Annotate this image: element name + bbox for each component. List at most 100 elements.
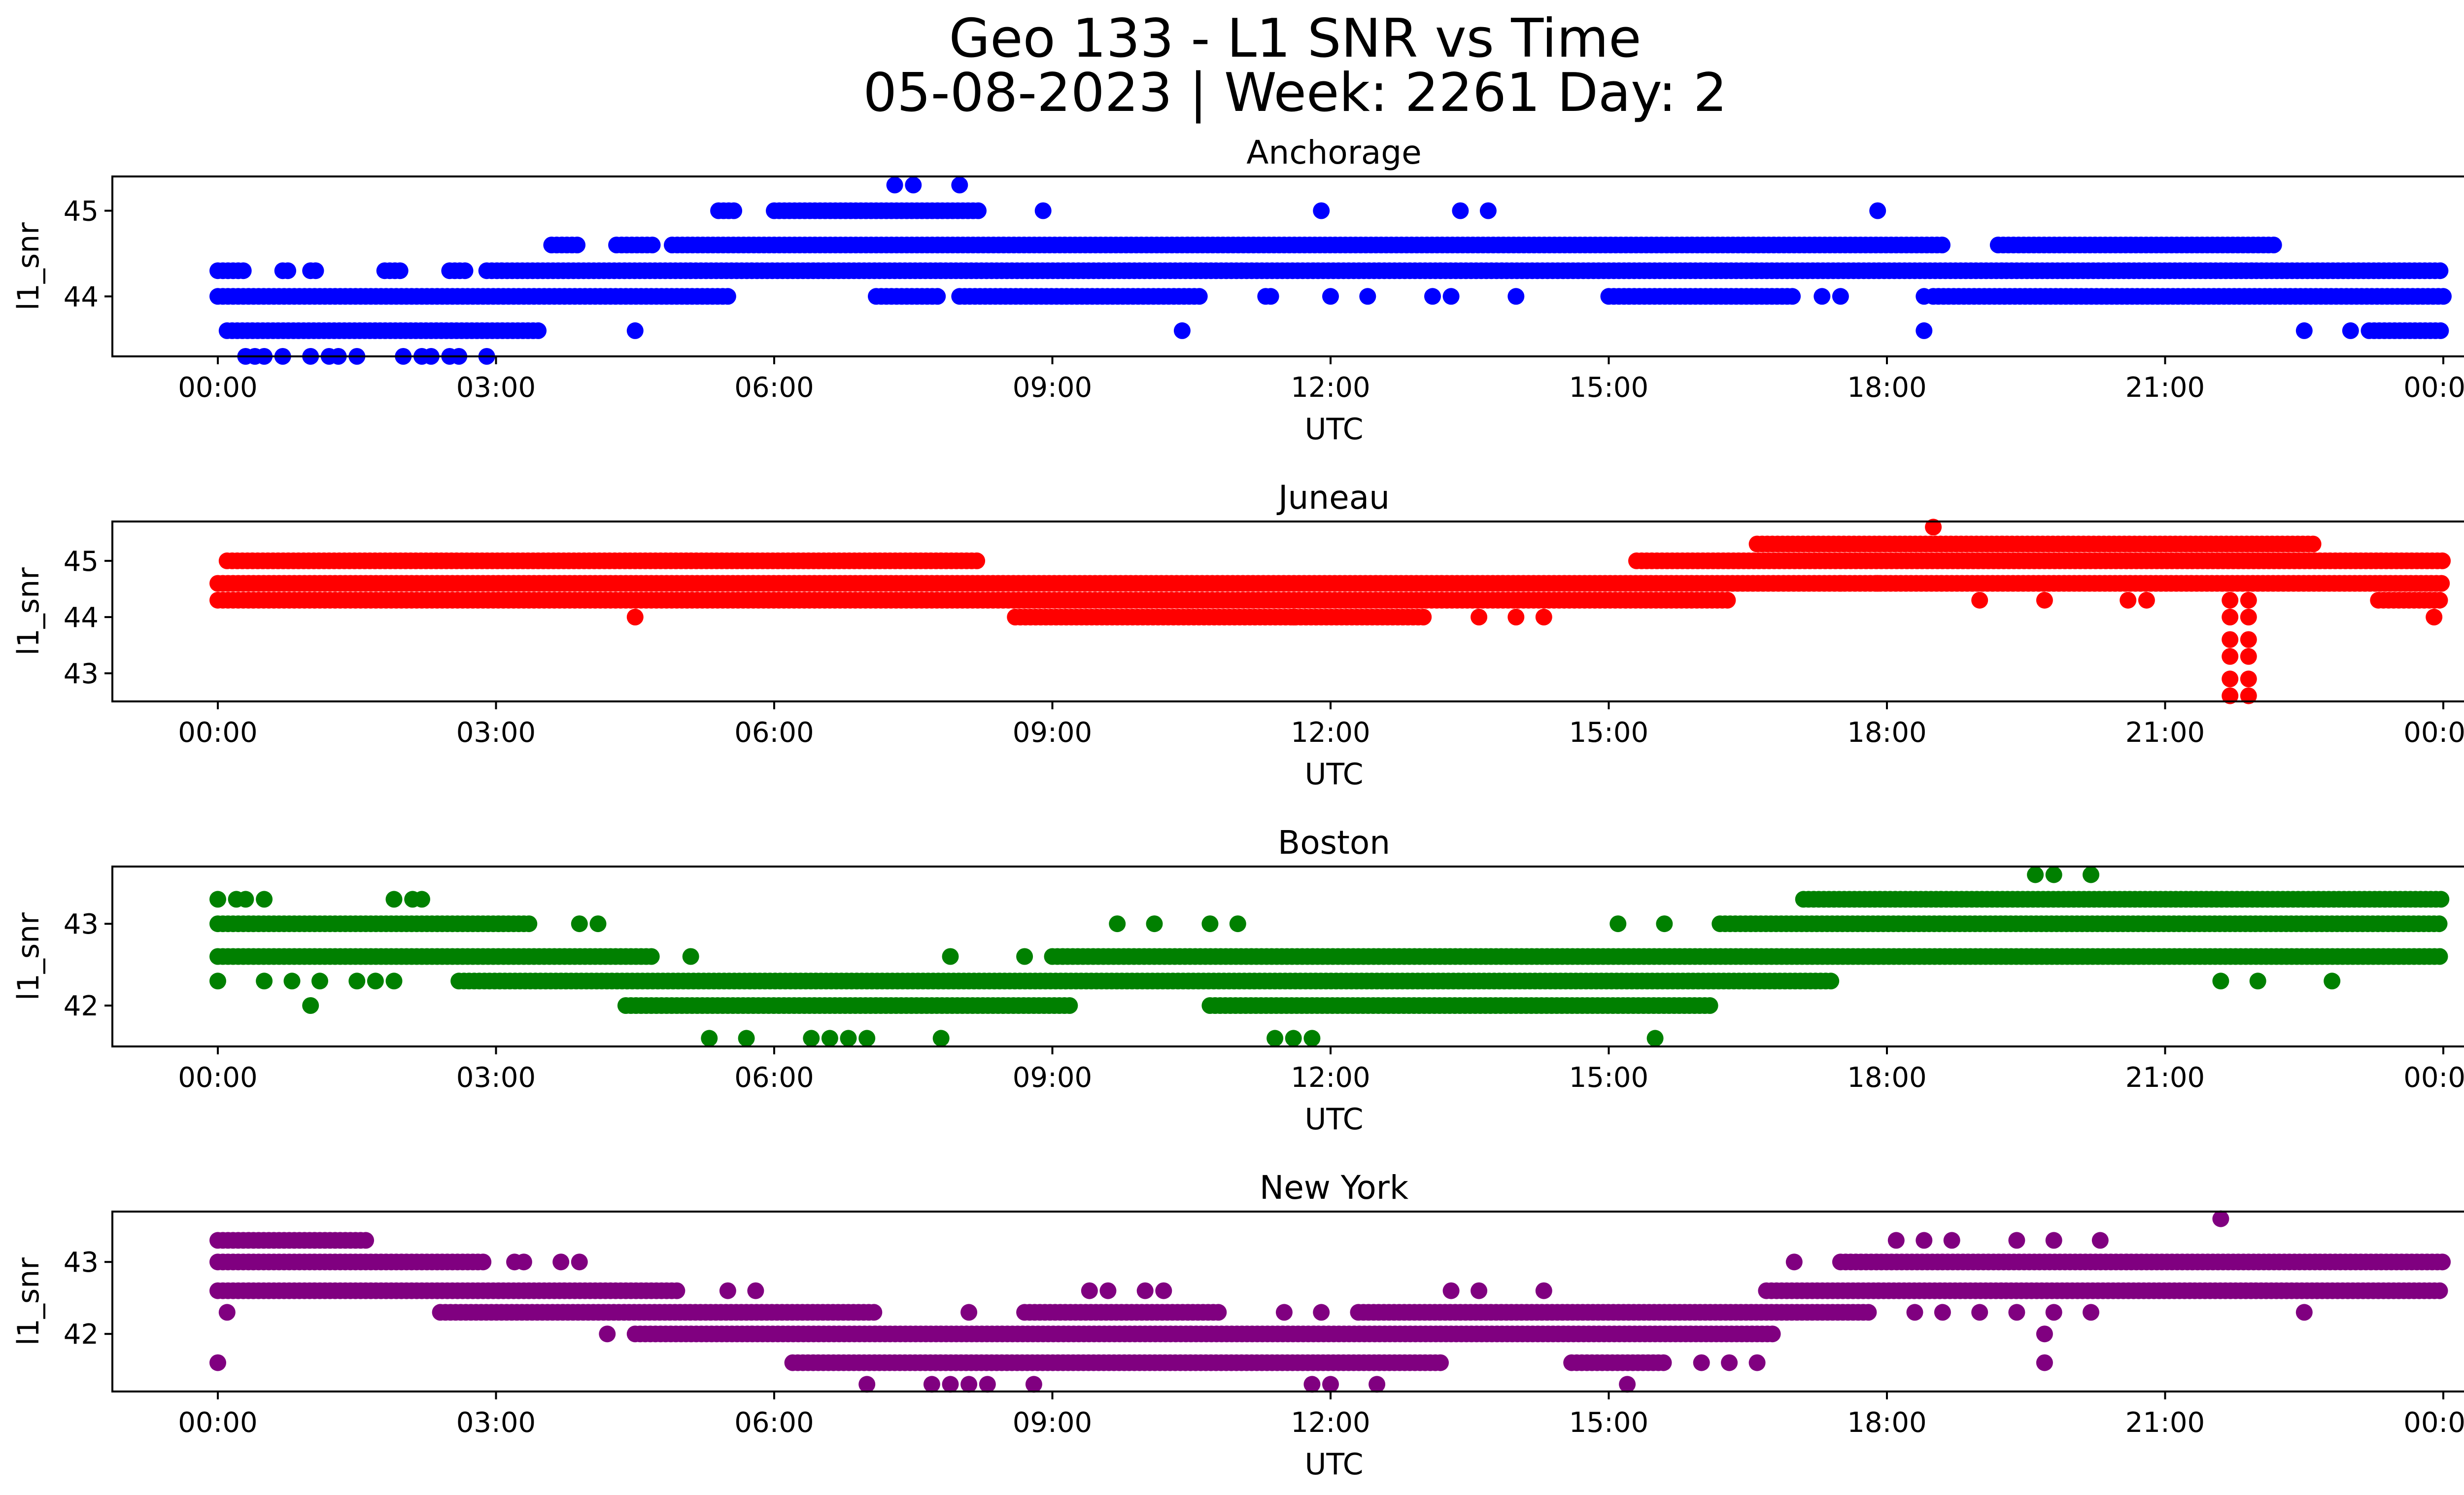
scatter-point [1693, 1354, 1710, 1371]
scatter-points [209, 519, 2451, 704]
scatter-point [1535, 1282, 1552, 1299]
scatter-point [2222, 648, 2239, 665]
scatter-point [2222, 687, 2239, 704]
scatter-point [644, 237, 661, 253]
scatter-point [2212, 1210, 2229, 1227]
scatter-point [725, 202, 743, 219]
scatter-point [1262, 288, 1279, 305]
scatter-point [1655, 1354, 1672, 1371]
scatter-point [2240, 670, 2257, 688]
y-tick-label: 42 [64, 990, 99, 1022]
scatter-point [2240, 631, 2257, 648]
x-tick-label: 12:00 [1291, 1062, 1370, 1094]
scatter-point [1424, 288, 1441, 305]
scatter-point [1916, 288, 1933, 305]
scatter-point [747, 1282, 764, 1299]
x-tick-label: 00:00 [178, 1062, 257, 1094]
scatter-point [256, 973, 273, 990]
scatter-point [2212, 973, 2229, 990]
scatter-point [1471, 1282, 1488, 1299]
scatter-point [1109, 915, 1126, 933]
scatter-point [701, 1030, 718, 1047]
scatter-point [357, 1232, 375, 1249]
scatter-point [530, 322, 547, 339]
x-tick-label: 03:00 [456, 717, 536, 749]
subplot-title: Boston [1278, 824, 1390, 862]
scatter-point [1322, 288, 1339, 305]
scatter-point [1785, 1253, 1803, 1271]
scatter-point [1191, 288, 1208, 305]
scatter-point [1869, 575, 1886, 592]
scatter-point [1507, 288, 1525, 305]
y-axis-label: l1_snr [11, 1257, 46, 1346]
scatter-point [2240, 591, 2257, 609]
scatter-point [1925, 519, 1942, 536]
x-tick-label: 06:00 [734, 1407, 814, 1439]
scatter-point [1210, 1304, 1227, 1321]
scatter-point [552, 1253, 570, 1271]
x-tick-label: 18:00 [1847, 1062, 1926, 1094]
scatter-point [1656, 915, 1673, 933]
scatter-point [1535, 608, 1552, 626]
scatter-point [209, 973, 226, 990]
scatter-point [626, 322, 644, 339]
x-tick-label: 18:00 [1847, 717, 1926, 749]
x-tick-label: 03:00 [456, 1407, 536, 1439]
scatter-point [865, 1304, 883, 1321]
x-tick-label: 00:00 [2403, 372, 2464, 404]
scatter-point [1471, 608, 1488, 626]
scatter-point [1479, 202, 1497, 219]
scatter-point [599, 1325, 616, 1343]
x-tick-label: 21:00 [2125, 1407, 2205, 1439]
scatter-point [2295, 1304, 2313, 1321]
x-axis-label: UTC [1305, 1102, 1364, 1137]
scatter-point [1887, 1232, 1905, 1249]
scatter-point [2036, 1325, 2053, 1343]
scatter-point [1229, 915, 1246, 933]
scatter-point [1303, 1030, 1321, 1047]
scatter-point [218, 1304, 236, 1321]
scatter-point [1369, 1376, 1386, 1393]
x-tick-label: 00:00 [178, 717, 257, 749]
scatter-point [515, 1253, 532, 1271]
scatter-point [2432, 322, 2449, 339]
scatter-point [2083, 866, 2099, 883]
scatter-point [1359, 288, 1376, 305]
scatter-point [1721, 1354, 1738, 1371]
scatter-point [1860, 1304, 1877, 1321]
subplot-title: Anchorage [1246, 134, 1422, 172]
scatter-point [1285, 1030, 1302, 1047]
scatter-point [571, 1253, 588, 1271]
scatter-point [2431, 262, 2449, 279]
scatter-point [2324, 973, 2341, 990]
scatter-point [1136, 1282, 1154, 1299]
scatter-point [1155, 1282, 1172, 1299]
scatter-point [923, 1376, 940, 1393]
scatter-point [367, 973, 384, 990]
scatter-point [968, 552, 986, 569]
subplot-title: New York [1260, 1169, 1409, 1207]
scatter-point [235, 262, 252, 279]
figure-title-line2: 05-08-2023 | Week: 2261 Day: 2 [863, 62, 1727, 124]
x-tick-label: 06:00 [734, 1062, 814, 1094]
scatter-point [1452, 202, 1469, 219]
scatter-point [942, 948, 959, 965]
y-tick-label: 43 [64, 908, 99, 940]
y-tick-label: 43 [64, 1247, 99, 1279]
scatter-point [307, 262, 324, 279]
scatter-point [2222, 591, 2239, 609]
scatter-point [2249, 973, 2266, 990]
scatter-point [1934, 237, 1951, 253]
scatter-point [1034, 202, 1052, 219]
x-tick-label: 06:00 [734, 372, 814, 404]
x-tick-label: 12:00 [1291, 1407, 1370, 1439]
x-tick-label: 09:00 [1013, 372, 1092, 404]
scatter-points [209, 176, 2452, 365]
x-tick-label: 09:00 [1013, 1062, 1092, 1094]
axes-frame [111, 175, 2464, 357]
axes-frame [111, 521, 2464, 702]
scatter-point [1313, 1304, 1330, 1321]
scatter-point [719, 288, 736, 305]
scatter-point [385, 973, 403, 990]
